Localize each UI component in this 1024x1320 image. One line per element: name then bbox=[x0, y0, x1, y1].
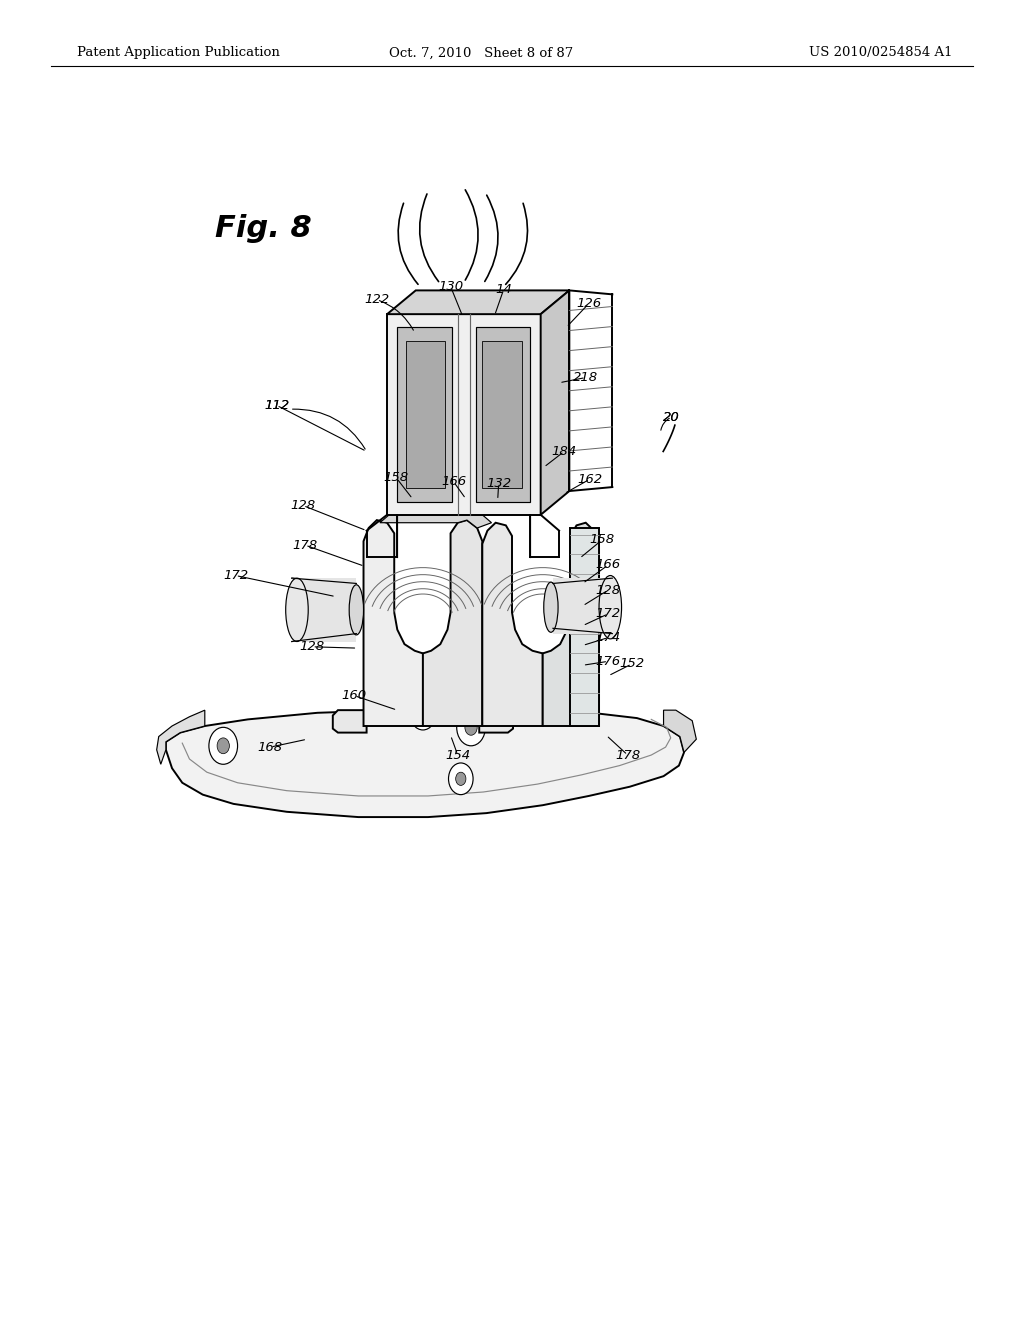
Bar bbox=[292, 578, 356, 642]
Ellipse shape bbox=[349, 585, 364, 635]
Polygon shape bbox=[166, 709, 684, 817]
Text: 174: 174 bbox=[596, 631, 621, 644]
Text: 128: 128 bbox=[291, 499, 315, 512]
Text: 160: 160 bbox=[342, 689, 367, 702]
Text: 172: 172 bbox=[596, 607, 621, 620]
Polygon shape bbox=[482, 523, 543, 726]
Text: 20: 20 bbox=[664, 411, 680, 424]
Text: Patent Application Publication: Patent Application Publication bbox=[77, 46, 280, 59]
Polygon shape bbox=[333, 710, 367, 733]
Text: 126: 126 bbox=[577, 297, 601, 310]
Polygon shape bbox=[364, 520, 423, 726]
Text: 14: 14 bbox=[496, 282, 512, 296]
Polygon shape bbox=[397, 327, 452, 502]
Polygon shape bbox=[406, 341, 445, 488]
Text: 166: 166 bbox=[596, 558, 621, 572]
Text: 162: 162 bbox=[578, 473, 602, 486]
Text: Fig. 8: Fig. 8 bbox=[215, 214, 311, 243]
Circle shape bbox=[209, 727, 238, 764]
Text: 178: 178 bbox=[615, 748, 640, 762]
Polygon shape bbox=[380, 515, 492, 528]
Polygon shape bbox=[570, 528, 599, 726]
Circle shape bbox=[449, 763, 473, 795]
Text: 178: 178 bbox=[293, 539, 317, 552]
Text: 130: 130 bbox=[438, 280, 463, 293]
Text: 128: 128 bbox=[300, 640, 325, 653]
Bar bbox=[553, 578, 612, 634]
Polygon shape bbox=[482, 341, 522, 488]
Circle shape bbox=[456, 772, 466, 785]
Text: 152: 152 bbox=[620, 657, 644, 671]
Ellipse shape bbox=[544, 582, 558, 632]
Circle shape bbox=[217, 738, 229, 754]
Polygon shape bbox=[364, 702, 481, 723]
Text: 172: 172 bbox=[223, 569, 248, 582]
Polygon shape bbox=[387, 290, 569, 314]
Text: 158: 158 bbox=[590, 533, 614, 546]
Circle shape bbox=[457, 709, 485, 746]
Text: 128: 128 bbox=[596, 583, 621, 597]
Text: 132: 132 bbox=[486, 477, 511, 490]
Ellipse shape bbox=[286, 578, 308, 642]
Polygon shape bbox=[543, 523, 599, 726]
Text: 168: 168 bbox=[258, 741, 283, 754]
Text: 158: 158 bbox=[384, 471, 409, 484]
Circle shape bbox=[465, 719, 477, 735]
Polygon shape bbox=[423, 520, 482, 726]
Text: 112: 112 bbox=[264, 399, 289, 412]
Circle shape bbox=[410, 696, 436, 730]
Polygon shape bbox=[664, 710, 696, 752]
Polygon shape bbox=[157, 710, 205, 764]
Text: 122: 122 bbox=[365, 293, 389, 306]
Polygon shape bbox=[476, 327, 530, 502]
Text: US 2010/0254854 A1: US 2010/0254854 A1 bbox=[809, 46, 952, 59]
Text: 154: 154 bbox=[445, 748, 470, 762]
Text: 20: 20 bbox=[664, 411, 680, 424]
Text: 218: 218 bbox=[573, 371, 598, 384]
Polygon shape bbox=[479, 710, 513, 733]
Polygon shape bbox=[541, 290, 569, 515]
Text: 112: 112 bbox=[264, 399, 289, 412]
Polygon shape bbox=[387, 314, 541, 515]
Text: Oct. 7, 2010   Sheet 8 of 87: Oct. 7, 2010 Sheet 8 of 87 bbox=[389, 46, 573, 59]
Text: 184: 184 bbox=[552, 445, 577, 458]
Text: 166: 166 bbox=[441, 475, 466, 488]
Ellipse shape bbox=[599, 576, 622, 639]
Text: 176: 176 bbox=[596, 655, 621, 668]
